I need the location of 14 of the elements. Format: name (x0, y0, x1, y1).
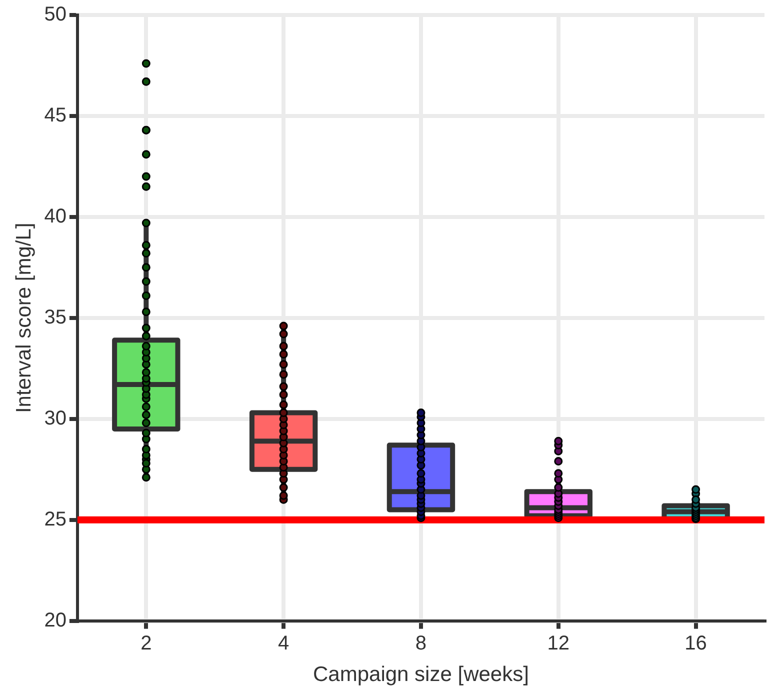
x-tick-label: 2 (140, 632, 152, 654)
y-tick-label: 25 (44, 508, 66, 530)
x-tick-label: 12 (547, 632, 570, 654)
y-axis-title: Interval score [mg/L] (12, 222, 36, 414)
y-tick-label: 35 (44, 306, 66, 328)
x-tick-label: 4 (278, 632, 290, 654)
y-tick-label: 20 (44, 609, 66, 632)
y-tick-label: 45 (44, 104, 66, 126)
x-tick-label: 16 (684, 632, 707, 654)
y-tick-label: 40 (44, 205, 66, 228)
x-axis-title: Campaign size [weeks] (313, 663, 529, 686)
x-tick-label: 8 (415, 632, 427, 654)
y-tick-label: 30 (44, 407, 66, 430)
y-tick-label: 50 (44, 4, 66, 26)
